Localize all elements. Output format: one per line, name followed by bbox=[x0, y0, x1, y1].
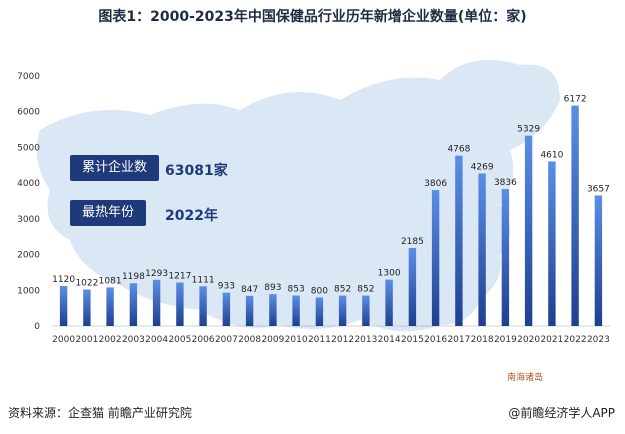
bar-value-label: 4768 bbox=[447, 145, 470, 155]
x-tick-label: 2003 bbox=[122, 335, 145, 345]
peak-year-value: 2022年 bbox=[165, 208, 218, 224]
bar-value-label: 1217 bbox=[168, 272, 191, 282]
peak-year-label-box: 最热年份 bbox=[70, 200, 147, 226]
x-tick-label: 2023 bbox=[587, 335, 610, 345]
bar bbox=[315, 297, 324, 326]
bar-value-label: 853 bbox=[288, 285, 305, 295]
bar bbox=[385, 279, 393, 326]
bar bbox=[571, 105, 579, 326]
bar-value-label: 6172 bbox=[564, 95, 587, 105]
x-tick-label: 2000 bbox=[52, 335, 75, 345]
y-tick-label: 6000 bbox=[17, 108, 40, 118]
y-tick-label: 3000 bbox=[17, 215, 40, 225]
bar-value-label: 1300 bbox=[378, 269, 401, 279]
bar bbox=[362, 295, 370, 326]
source-note: 资料来源：企查猫 前瞻产业研究院 bbox=[8, 406, 192, 420]
bar-value-label: 1293 bbox=[145, 269, 168, 279]
bar bbox=[59, 286, 68, 326]
x-tick-label: 2002 bbox=[99, 335, 122, 345]
peak-year-label: 最热年份 bbox=[82, 205, 135, 220]
bar-value-label: 1198 bbox=[122, 272, 145, 282]
bar-value-label: 4269 bbox=[471, 163, 494, 173]
bar bbox=[524, 135, 533, 326]
x-tick-label: 2007 bbox=[215, 335, 238, 345]
china-map-shape bbox=[36, 60, 560, 332]
y-tick-label: 5000 bbox=[17, 143, 40, 153]
chart-title: 图表1：2000-2023年中国保健品行业历年新增企业数量(单位：家) bbox=[98, 9, 527, 25]
y-tick-label: 4000 bbox=[17, 179, 40, 189]
bar bbox=[129, 283, 138, 326]
bar bbox=[245, 295, 254, 327]
x-tick-label: 2004 bbox=[145, 335, 168, 345]
x-tick-label: 2017 bbox=[447, 335, 470, 345]
bar bbox=[501, 189, 510, 326]
x-tick-label: 2014 bbox=[378, 335, 401, 345]
bar-value-label: 3836 bbox=[494, 178, 517, 188]
bar-value-label: 852 bbox=[357, 285, 374, 295]
bar-value-label: 3657 bbox=[587, 184, 610, 194]
bar-value-label: 1022 bbox=[75, 279, 98, 289]
x-tick-label: 2015 bbox=[401, 335, 424, 345]
bar bbox=[106, 287, 114, 326]
brand-credit: @前瞻经济学人APP bbox=[508, 406, 615, 420]
bar bbox=[338, 295, 347, 326]
bar-value-label: 847 bbox=[241, 285, 258, 295]
bar bbox=[222, 292, 231, 326]
y-tick-label: 0 bbox=[34, 322, 40, 332]
bar-value-label: 893 bbox=[264, 283, 281, 293]
y-tick-label: 7000 bbox=[17, 72, 40, 82]
bar bbox=[152, 279, 161, 326]
total-companies-value: 63081家 bbox=[165, 163, 228, 179]
x-tick-label: 2005 bbox=[168, 335, 191, 345]
x-tick-label: 2018 bbox=[471, 335, 494, 345]
x-tick-label: 2013 bbox=[354, 335, 377, 345]
x-tick-label: 2022 bbox=[564, 335, 587, 345]
map-inset-label: 南海诸岛 bbox=[507, 371, 543, 383]
x-tick-label: 2020 bbox=[517, 335, 540, 345]
x-tick-label: 2006 bbox=[192, 335, 215, 345]
y-tick-label: 2000 bbox=[17, 251, 40, 261]
bar-value-label: 2185 bbox=[401, 237, 424, 247]
bar-value-label: 933 bbox=[218, 282, 235, 292]
bar bbox=[548, 161, 556, 326]
bar bbox=[431, 190, 440, 326]
x-tick-label: 2010 bbox=[285, 335, 308, 345]
bar-value-label: 1120 bbox=[52, 275, 75, 285]
x-tick-label: 2012 bbox=[331, 335, 354, 345]
bar bbox=[408, 248, 417, 326]
bar-value-label: 852 bbox=[334, 285, 351, 295]
bar-value-label: 3806 bbox=[424, 179, 447, 189]
bar bbox=[269, 294, 277, 326]
x-tick-label: 2021 bbox=[540, 335, 563, 345]
bar-value-label: 1081 bbox=[99, 276, 122, 286]
bar-value-label: 1111 bbox=[192, 275, 215, 285]
bar-value-label: 800 bbox=[311, 286, 328, 296]
bar-value-label: 4610 bbox=[540, 150, 563, 160]
total-companies-label: 累计企业数 bbox=[82, 160, 148, 175]
bar bbox=[292, 295, 300, 326]
bar bbox=[594, 195, 603, 326]
bar bbox=[199, 286, 207, 326]
bar bbox=[176, 282, 184, 326]
x-tick-label: 2008 bbox=[238, 335, 261, 345]
x-tick-label: 2009 bbox=[261, 335, 284, 345]
total-companies-label-box: 累计企业数 bbox=[70, 155, 160, 181]
bar bbox=[478, 173, 486, 326]
x-tick-label: 2001 bbox=[75, 335, 98, 345]
bar-value-label: 5329 bbox=[517, 125, 540, 135]
y-tick-label: 1000 bbox=[17, 286, 40, 296]
x-tick-label: 2011 bbox=[308, 335, 331, 345]
x-tick-label: 2016 bbox=[424, 335, 447, 345]
bar bbox=[83, 289, 91, 326]
bar bbox=[455, 155, 463, 326]
x-tick-label: 2019 bbox=[494, 335, 517, 345]
